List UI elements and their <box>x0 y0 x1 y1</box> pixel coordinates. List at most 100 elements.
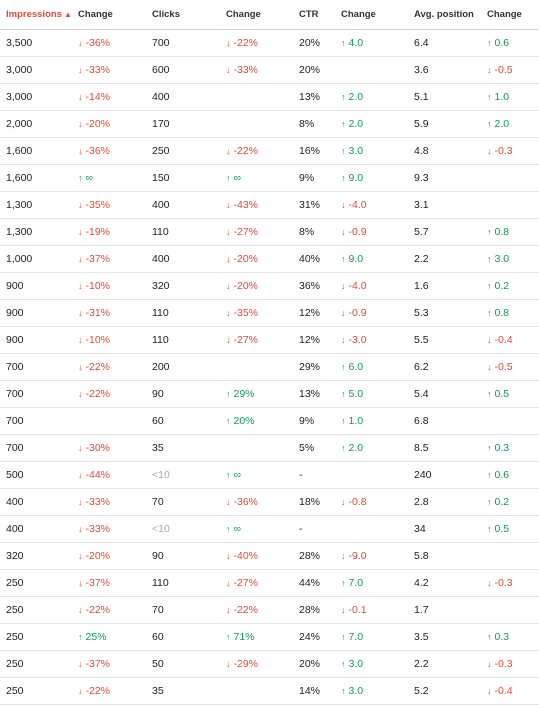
arrow-up-icon: ↑ <box>341 92 346 102</box>
ctr-cell: 8% <box>293 110 335 138</box>
metric-value: 20% <box>299 37 321 49</box>
table-row[interactable]: 250 ↓ -22% 35 14% ↑ 3.0 5.2 ↓ -0.4 <box>0 677 539 705</box>
avg-position-cell: 5.1 <box>408 83 481 111</box>
arrow-down-icon: ↓ <box>226 281 231 291</box>
impressions-change-cell: ↑ 25% <box>72 623 146 651</box>
impressions-cell: 3,000 <box>0 56 72 84</box>
clicks-change-cell: ↓ -43% <box>220 191 293 219</box>
table-row[interactable]: 700 ↓ -30% 35 5% ↑ 2.0 8.5 ↑ 0.3 <box>0 434 539 462</box>
arrow-down-icon: ↓ <box>341 335 346 345</box>
metric-value: 4.8 <box>414 145 429 157</box>
column-header-impressions[interactable]: Impressions ▲ <box>0 0 72 30</box>
metric-value: 2.2 <box>414 658 429 670</box>
header-label: Change <box>226 9 261 20</box>
table-row[interactable]: 900 ↓ -31% 110 ↓ -35% 12% ↓ -0.9 5.3 ↑ 0.8 <box>0 299 539 327</box>
table-row[interactable]: 250 ↑ 25% 60 ↑ 71% 24% ↑ 7.0 3.5 ↑ 0.3 <box>0 623 539 651</box>
arrow-down-icon: ↓ <box>78 92 83 102</box>
metric-value: 28% <box>299 604 321 616</box>
metric-value: 5.8 <box>414 550 429 562</box>
position-change-cell: ↑ 3.0 <box>481 245 539 273</box>
table-row[interactable]: 1,300 ↓ -35% 400 ↓ -43% 31% ↓ -4.0 3.1 <box>0 191 539 219</box>
avg-position-cell: 3.5 <box>408 623 481 651</box>
arrow-up-icon: ↑ <box>341 416 346 426</box>
clicks-cell: 320 <box>146 272 220 300</box>
metric-value: 2.8 <box>414 496 429 508</box>
metric-value: 4.2 <box>414 577 429 589</box>
arrow-up-icon: ↑ <box>487 632 492 642</box>
metric-value: 14% <box>299 685 321 697</box>
metric-value: 12% <box>299 307 321 319</box>
clicks-cell: 700 <box>146 29 220 57</box>
table-row[interactable]: 900 ↓ -10% 110 ↓ -27% 12% ↓ -3.0 5.5 ↓ -0.4 <box>0 326 539 354</box>
impressions-change-cell: ↓ -20% <box>72 542 146 570</box>
column-header-position-change[interactable]: Change <box>481 0 539 30</box>
metric-value: 6.8 <box>414 415 429 427</box>
metric-value: 3,000 <box>6 64 33 76</box>
metric-value: 320 <box>152 280 170 292</box>
change-value: -0.9 <box>348 307 367 319</box>
change-value: -27% <box>233 226 259 238</box>
table-row[interactable]: 250 ↓ -37% 110 ↓ -27% 44% ↑ 7.0 4.2 ↓ -0.3 <box>0 569 539 597</box>
table-row[interactable]: 250 ↓ -37% 50 ↓ -29% 20% ↑ 3.0 2.2 ↓ -0.3 <box>0 650 539 678</box>
arrow-up-icon: ↑ <box>487 254 492 264</box>
metric-value: 90 <box>152 550 164 562</box>
arrow-down-icon: ↓ <box>341 605 346 615</box>
header-label: Change <box>487 9 522 20</box>
impressions-cell: 1,300 <box>0 218 72 246</box>
metric-value: 2.2 <box>414 253 429 265</box>
arrow-down-icon: ↓ <box>78 281 83 291</box>
arrow-down-icon: ↓ <box>78 227 83 237</box>
table-row[interactable]: 1,600 ↑ ∞ 150 ↑ ∞ 9% ↑ 9.0 9.3 <box>0 164 539 192</box>
table-row[interactable]: 250 ↓ -22% 70 ↓ -22% 28% ↓ -0.1 1.7 <box>0 596 539 624</box>
metric-value: 5.3 <box>414 307 429 319</box>
table-row[interactable]: 3,000 ↓ -14% 400 13% ↑ 2.0 5.1 ↑ 1.0 <box>0 83 539 111</box>
table-row[interactable]: 500 ↓ -44% <10 ↑ ∞ -240 ↑ 0.6 <box>0 461 539 489</box>
table-row[interactable]: 2,000 ↓ -20% 170 8% ↑ 2.0 5.9 ↑ 2.0 <box>0 110 539 138</box>
change-value: -30% <box>85 442 111 454</box>
metric-value: 8.5 <box>414 442 429 454</box>
clicks-cell: 90 <box>146 542 220 570</box>
ctr-change-cell: ↑ 2.0 <box>335 434 408 462</box>
header-label: Clicks <box>152 9 180 20</box>
table-row[interactable]: 700 ↓ -22% 200 29% ↑ 6.0 6.2 ↓ -0.5 <box>0 353 539 381</box>
table-row[interactable]: 3,000 ↓ -33% 600 ↓ -33% 20% 3.6 ↓ -0.5 <box>0 56 539 84</box>
arrow-up-icon: ↑ <box>226 416 231 426</box>
arrow-down-icon: ↓ <box>341 200 346 210</box>
impressions-change-cell: ↓ -31% <box>72 299 146 327</box>
impressions-cell: 2,000 <box>0 110 72 138</box>
change-value: 0.6 <box>494 37 510 49</box>
ctr-change-cell: ↑ 5.0 <box>335 380 408 408</box>
metric-value: 9% <box>299 172 315 184</box>
ctr-cell: 12% <box>293 299 335 327</box>
table-row[interactable]: 3,500 ↓ -36% 700 ↓ -22% 20% ↑ 4.0 6.4 ↑ 0.6 <box>0 29 539 57</box>
arrow-up-icon: ↑ <box>226 173 231 183</box>
metric-value: 700 <box>6 388 24 400</box>
position-change-cell <box>481 407 539 435</box>
metric-value: 9% <box>299 415 315 427</box>
table-row[interactable]: 400 ↓ -33% 70 ↓ -36% 18% ↓ -0.8 2.8 ↑ 0.2 <box>0 488 539 516</box>
table-row[interactable]: 700 60 ↑ 20% 9% ↑ 1.0 6.8 <box>0 407 539 435</box>
table-row[interactable]: 320 ↓ -20% 90 ↓ -40% 28% ↓ -9.0 5.8 <box>0 542 539 570</box>
column-header-impressions-change[interactable]: Change <box>72 0 146 30</box>
column-header-ctr[interactable]: CTR <box>293 0 335 30</box>
column-header-avg-position[interactable]: Avg. position <box>408 0 481 30</box>
arrow-up-icon: ↑ <box>226 470 231 480</box>
change-value: -35% <box>233 307 259 319</box>
metric-value: 35 <box>152 442 164 454</box>
column-header-ctr-change[interactable]: Change <box>335 0 408 30</box>
arrow-down-icon: ↓ <box>78 578 83 588</box>
ctr-cell: 9% <box>293 164 335 192</box>
table-row[interactable]: 700 ↓ -22% 90 ↑ 29% 13% ↑ 5.0 5.4 ↑ 0.5 <box>0 380 539 408</box>
change-value: -4.0 <box>348 199 367 211</box>
change-value: 3.0 <box>494 253 510 265</box>
change-value: -20% <box>85 118 111 130</box>
table-row[interactable]: 1,000 ↓ -37% 400 ↓ -20% 40% ↑ 9.0 2.2 ↑ 3.0 <box>0 245 539 273</box>
arrow-up-icon: ↑ <box>341 632 346 642</box>
table-row[interactable]: 1,300 ↓ -19% 110 ↓ -27% 8% ↓ -0.9 5.7 ↑ 0.8 <box>0 218 539 246</box>
column-header-clicks[interactable]: Clicks <box>146 0 220 30</box>
table-row[interactable]: 1,600 ↓ -36% 250 ↓ -22% 16% ↑ 3.0 4.8 ↓ -0.3 <box>0 137 539 165</box>
table-row[interactable]: 900 ↓ -10% 320 ↓ -20% 36% ↓ -4.0 1.6 ↑ 0.2 <box>0 272 539 300</box>
impressions-change-cell: ↓ -22% <box>72 353 146 381</box>
table-row[interactable]: 400 ↓ -33% <10 ↑ ∞ -34 ↑ 0.5 <box>0 515 539 543</box>
column-header-clicks-change[interactable]: Change <box>220 0 293 30</box>
